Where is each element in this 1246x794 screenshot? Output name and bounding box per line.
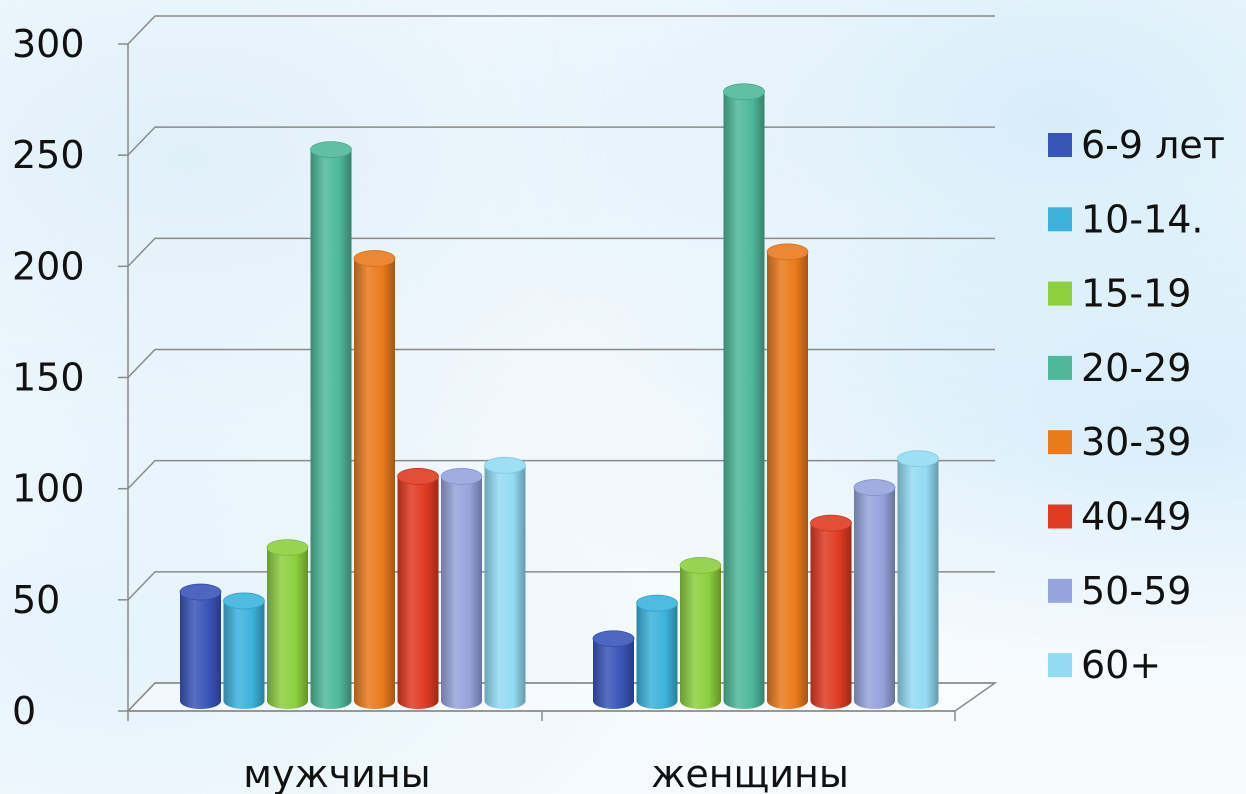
bar — [897, 450, 939, 709]
bar — [592, 630, 635, 709]
bar — [266, 539, 309, 709]
legend-label: 20-29 — [1081, 346, 1191, 390]
legend-swatch — [1048, 653, 1072, 678]
bar — [723, 83, 765, 710]
bar — [484, 456, 526, 709]
bar-body — [267, 547, 308, 709]
bar-top — [266, 539, 309, 556]
legend-item: 6-9 лет — [1048, 123, 1225, 167]
bar — [440, 468, 483, 709]
y-tick-label: 200 — [12, 244, 85, 288]
gridline — [127, 348, 995, 379]
bar — [766, 243, 809, 710]
bar-body — [897, 458, 939, 709]
y-tick-label: 100 — [12, 467, 85, 511]
legend-item: 40-49 — [1048, 495, 1191, 539]
bar-body — [310, 149, 352, 709]
bar-top — [310, 141, 352, 159]
gridline — [127, 237, 995, 267]
legend-item: 10-14. — [1048, 197, 1204, 241]
bar-top — [810, 514, 852, 532]
bar-top — [679, 556, 722, 574]
bar-top — [179, 583, 222, 601]
bars — [179, 83, 939, 710]
legend-item: 60+ — [1048, 643, 1161, 687]
bar — [310, 141, 352, 709]
bar-top — [397, 468, 439, 485]
gridline — [127, 126, 995, 156]
bar-body — [223, 600, 265, 709]
bar-top — [592, 630, 635, 648]
bar — [179, 583, 222, 709]
bar-body — [354, 258, 395, 709]
bar — [853, 479, 896, 709]
gridline — [127, 459, 995, 490]
bar-body — [397, 476, 439, 709]
bar-body — [636, 603, 678, 709]
bar — [397, 468, 439, 709]
legend-label: 15-19 — [1081, 272, 1191, 316]
y-tick-label: 150 — [12, 356, 85, 400]
legend-item: 50-59 — [1048, 569, 1191, 613]
x-category-label: мужчины — [243, 752, 430, 794]
legend-swatch — [1048, 133, 1072, 157]
bar-body — [767, 251, 808, 710]
bar-top — [636, 594, 678, 612]
legend: 6-9 лет 10-14. 15-19 20-29 30-39 40-49 50-59 60… — [1048, 123, 1225, 687]
gridline — [127, 15, 995, 45]
legend-swatch — [1048, 578, 1072, 603]
bar — [223, 592, 265, 709]
bar-top — [484, 456, 526, 474]
bar — [353, 250, 396, 709]
bar-body — [484, 465, 526, 709]
bar — [679, 556, 722, 709]
legend-item: 15-19 — [1048, 272, 1191, 316]
bar-top — [766, 243, 809, 261]
bar — [636, 594, 678, 709]
y-tick-label: 50 — [12, 578, 60, 622]
bar-top — [897, 450, 939, 468]
legend-label: 60+ — [1081, 643, 1161, 687]
legend-item: 30-39 — [1048, 420, 1191, 464]
bar-top — [723, 83, 765, 101]
legend-item: 20-29 — [1048, 346, 1191, 390]
legend-swatch — [1048, 207, 1072, 232]
y-tick-label: 250 — [12, 133, 85, 177]
legend-swatch — [1048, 430, 1072, 455]
legend-swatch — [1048, 355, 1072, 380]
x-category-label: женщины — [651, 752, 849, 794]
y-tick-label: 300 — [12, 22, 85, 66]
bar-body — [680, 565, 721, 709]
legend-label: 40-49 — [1081, 495, 1191, 539]
bar-top — [353, 250, 396, 267]
bar-body — [810, 523, 852, 709]
bar-body — [854, 487, 895, 709]
bar-top — [440, 468, 483, 485]
legend-label: 10-14. — [1081, 197, 1204, 241]
bar-body — [593, 638, 634, 709]
bar-body — [723, 91, 765, 710]
bar-body — [441, 476, 482, 709]
legend-label: 30-39 — [1081, 420, 1191, 464]
bar-top — [223, 592, 265, 610]
bar — [810, 514, 852, 709]
legend-label: 6-9 лет — [1081, 123, 1225, 167]
y-tick-label: 0 — [12, 689, 36, 733]
legend-label: 50-59 — [1081, 569, 1191, 613]
legend-swatch — [1048, 281, 1072, 306]
legend-swatch — [1048, 504, 1072, 529]
bar-body — [180, 592, 221, 709]
bar-top — [853, 479, 896, 496]
